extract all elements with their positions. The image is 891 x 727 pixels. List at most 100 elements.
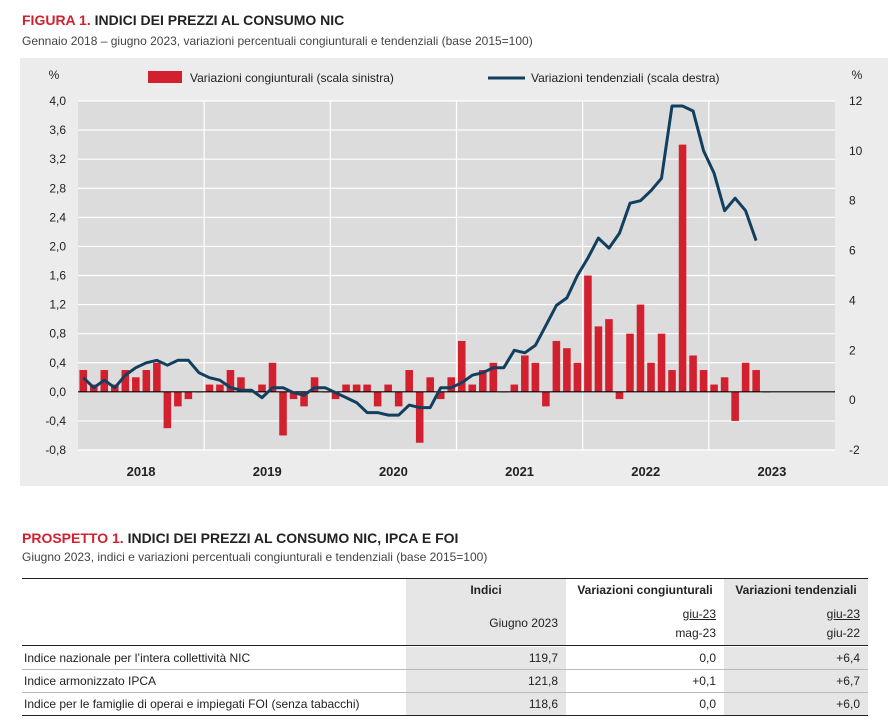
table-number: PROSPETTO 1.	[22, 530, 124, 546]
bar	[741, 362, 750, 392]
row-indice: 118,6	[406, 693, 566, 715]
bar	[710, 384, 718, 392]
year-label: 2020	[379, 464, 408, 479]
subheader-cong: giu-23 mag-23	[566, 601, 724, 645]
bar	[563, 348, 571, 392]
bar	[163, 391, 172, 429]
bar	[521, 355, 529, 392]
row-cong: +0,1	[692, 674, 716, 688]
figure-title: FIGURA 1. INDICI DEI PREZZI AL CONSUMO N…	[22, 12, 344, 28]
bar	[384, 384, 392, 392]
bar	[752, 370, 760, 392]
bar	[405, 370, 413, 392]
bar	[478, 370, 487, 392]
header-indici: Indici	[406, 579, 566, 601]
left-tick-label: 0,8	[49, 327, 66, 341]
bar	[468, 384, 477, 392]
bar	[584, 275, 592, 392]
bar	[279, 391, 287, 436]
table-header-row: Indici Variazioni congiunturali Variazio…	[22, 578, 868, 601]
row-indice: 121,8	[406, 670, 566, 692]
bar	[226, 370, 235, 392]
subheader-cong-previous: mag-23	[675, 626, 716, 640]
right-tick-label: 4	[849, 293, 856, 307]
bar	[363, 384, 371, 392]
subheader-period: Giugno 2023	[406, 601, 566, 645]
bar	[510, 384, 519, 392]
subheader-tend-current: giu-23	[826, 607, 860, 621]
left-tick-label: -0,8	[45, 443, 66, 457]
bar	[573, 362, 582, 392]
table-title: PROSPETTO 1. INDICI DEI PREZZI AL CONSUM…	[22, 530, 458, 546]
bar	[205, 384, 214, 392]
header-tendenziali: Variazioni tendenziali	[724, 579, 868, 601]
trend-line	[82, 104, 758, 417]
left-tick-label: 3,2	[49, 152, 66, 166]
bar	[268, 362, 277, 392]
bar	[153, 362, 161, 392]
row-label: Indice nazionale per l’intera collettivi…	[24, 651, 251, 665]
bar	[352, 384, 361, 392]
bar	[531, 362, 540, 392]
bar	[132, 377, 140, 392]
legend-bar-label: Variazioni congiunturali (scala sinistra…	[190, 71, 394, 85]
table-row: Indice per le famiglie di operai e impie…	[22, 693, 868, 716]
bar	[342, 384, 350, 392]
figure-subtitle: Gennaio 2018 – giugno 2023, variazioni p…	[22, 34, 533, 48]
left-tick-label: 2,4	[49, 210, 66, 224]
bar	[174, 391, 182, 407]
right-tick-label: 12	[849, 94, 863, 108]
legend-line-label: Variazioni tendenziali (scala destra)	[531, 71, 720, 85]
bar	[457, 340, 466, 392]
bar	[668, 370, 676, 392]
row-cong: 0,0	[699, 697, 716, 711]
right-tick-label: 10	[849, 144, 863, 158]
left-tick-label: 2,0	[49, 239, 66, 253]
row-label: Indice per le famiglie di operai e impie…	[24, 697, 360, 711]
table-row: Indice nazionale per l’intera collettivi…	[22, 647, 868, 670]
year-label: 2021	[505, 464, 534, 479]
year-label: 2018	[127, 464, 156, 479]
left-tick-label: 1,2	[49, 298, 66, 312]
bar	[426, 377, 435, 392]
bar	[142, 370, 151, 392]
table-subtitle: Giugno 2023, indici e variazioni percent…	[22, 550, 488, 564]
left-tick-label: 2,8	[49, 181, 66, 195]
bar	[657, 333, 666, 392]
subheader-cong-current: giu-23	[682, 607, 716, 621]
bar	[237, 377, 245, 392]
bar	[731, 391, 739, 421]
row-label: Indice armonizzato IPCA	[24, 674, 157, 688]
left-axis-unit: %	[49, 68, 60, 82]
bar	[636, 304, 645, 392]
bar	[605, 319, 613, 392]
bar	[331, 391, 340, 400]
figure-title-text: INDICI DEI PREZZI AL CONSUMO NIC	[94, 12, 345, 28]
table-row: Indice armonizzato IPCA 121,8 +0,1 +6,7	[22, 670, 868, 693]
bar	[678, 144, 687, 392]
bar	[542, 391, 550, 407]
bar	[615, 391, 624, 400]
right-tick-label: -2	[849, 443, 860, 457]
bar	[647, 362, 655, 392]
left-tick-label: -0,4	[45, 414, 66, 428]
right-tick-label: 6	[849, 244, 856, 258]
header-congiunturali: Variazioni congiunturali	[577, 583, 713, 597]
bar	[121, 370, 130, 392]
bar	[258, 384, 266, 392]
bar	[415, 391, 424, 443]
subheader-tend-previous: giu-22	[826, 626, 860, 640]
figure-number: FIGURA 1.	[22, 12, 91, 28]
row-indice: 119,7	[406, 647, 566, 669]
bar	[373, 391, 382, 407]
subheader-tend: giu-23 giu-22	[724, 601, 868, 645]
bar	[79, 370, 88, 392]
bar	[300, 391, 308, 407]
left-tick-label: 0,0	[49, 385, 66, 399]
bar	[552, 340, 561, 392]
chart-svg: 4,0 3,6 3,2 2,8 2,4 2,0 1,6 1,2 0,8 0,4 0,0 -0,4 -0,…	[45, 68, 863, 479]
table-title-text: INDICI DEI PREZZI AL CONSUMO NIC, IPCA E…	[127, 530, 459, 546]
bar	[720, 377, 729, 392]
bar	[310, 377, 319, 392]
right-axis-unit: %	[852, 68, 863, 82]
